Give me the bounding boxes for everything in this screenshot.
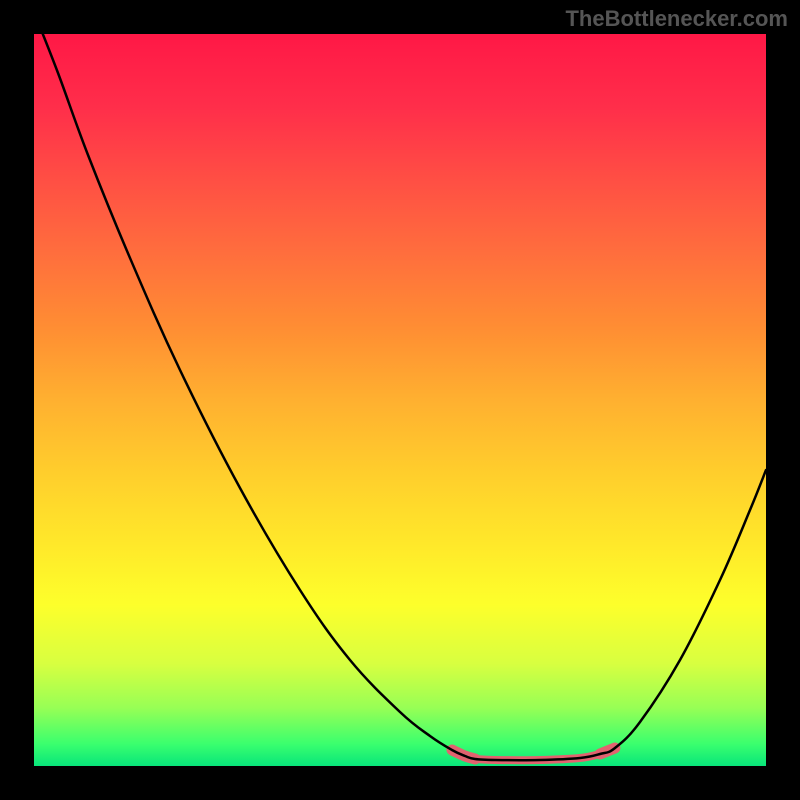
plot-gradient <box>34 34 766 766</box>
chart-container: TheBottlenecker.com <box>0 0 800 800</box>
chart-svg <box>0 0 800 800</box>
watermark-label: TheBottlenecker.com <box>565 6 788 32</box>
